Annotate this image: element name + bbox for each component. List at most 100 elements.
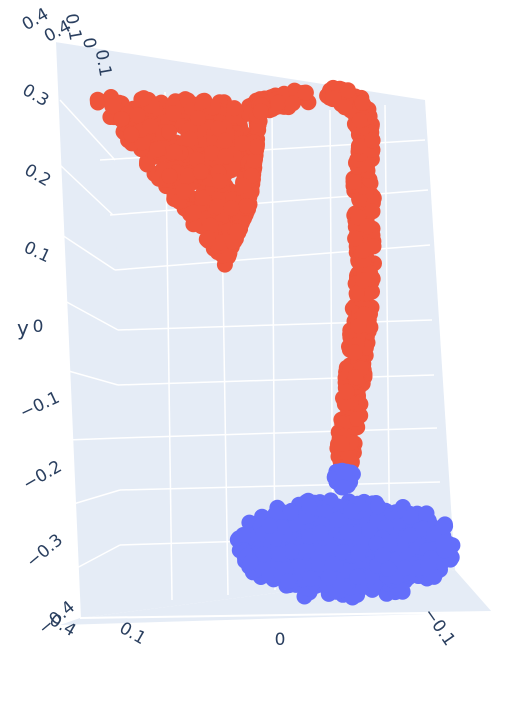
scatter-point xyxy=(217,148,234,165)
scatter-point xyxy=(317,504,334,521)
scatter-point xyxy=(226,100,243,117)
scatter-point xyxy=(364,203,381,220)
grid-line xyxy=(59,164,114,216)
scatter-point xyxy=(338,395,355,412)
scatter-point xyxy=(354,95,371,111)
scatter-point xyxy=(252,103,269,120)
scatter-point xyxy=(324,555,341,572)
scatter-point xyxy=(334,544,351,561)
scatter-point xyxy=(325,90,342,107)
scatter-point xyxy=(339,82,356,99)
scatter-point xyxy=(216,132,233,149)
scatter-point xyxy=(333,435,350,452)
scatter-point xyxy=(312,524,329,541)
scatter-point xyxy=(380,560,397,577)
scatter-point xyxy=(270,546,287,562)
scatter-point xyxy=(349,410,366,427)
scatter-point xyxy=(165,105,182,122)
top-tick-label: 0 xyxy=(78,36,100,50)
scatter-point xyxy=(166,143,183,160)
scatter-point xyxy=(359,218,376,235)
grid-line xyxy=(72,544,121,571)
scatter-point xyxy=(282,504,299,521)
scatter-point xyxy=(202,217,219,234)
scatter-point xyxy=(238,198,255,214)
scatter-point xyxy=(364,132,381,149)
scatter-point xyxy=(175,183,192,200)
scatter-point xyxy=(135,90,152,107)
scatter-point xyxy=(211,173,228,190)
scatter-point xyxy=(204,145,221,161)
top-tick-label: 0.1 xyxy=(61,12,85,42)
scatter-point xyxy=(261,517,278,534)
scatter-point xyxy=(302,570,319,587)
scatter-point xyxy=(381,534,398,551)
scatter-point xyxy=(212,234,229,251)
scatter-point xyxy=(320,569,337,586)
scatter-point xyxy=(347,369,364,386)
scatter-point xyxy=(418,505,435,522)
scatter-point xyxy=(338,383,355,400)
scatter-point xyxy=(261,567,278,584)
y-tick-label: 0.3 xyxy=(19,80,52,111)
scatter-point xyxy=(209,198,226,215)
scatter-point xyxy=(361,522,378,539)
scatter-point xyxy=(246,152,263,169)
scatter-point xyxy=(235,527,252,543)
scatter-point xyxy=(402,508,419,525)
scatter-point xyxy=(350,544,367,561)
y-tick-label: −0.1 xyxy=(17,388,63,424)
bottom-tick-label: 0 xyxy=(275,630,286,650)
scatter-point xyxy=(334,479,351,496)
scatter-point xyxy=(223,200,240,217)
scatter-point xyxy=(435,534,452,551)
left-wall xyxy=(55,42,120,618)
scatter-point xyxy=(189,110,206,126)
scatter-point xyxy=(284,95,301,112)
y-tick-label: 0 xyxy=(33,317,44,337)
scatter-point xyxy=(270,94,287,111)
grid-line xyxy=(119,427,438,439)
scatter-point xyxy=(229,223,245,240)
scatter-point xyxy=(242,554,259,571)
scatter-point xyxy=(234,135,251,152)
scatter-point xyxy=(402,527,418,543)
scatter-point xyxy=(142,118,159,135)
axis-edge xyxy=(79,611,493,619)
scatter-point xyxy=(290,558,307,575)
scatter-point xyxy=(149,141,166,158)
scatter-point xyxy=(161,124,177,140)
scatter-point xyxy=(351,191,368,208)
scatter-point xyxy=(347,230,364,247)
grid-line xyxy=(69,489,121,506)
scatter-point xyxy=(351,112,368,129)
scatter-point xyxy=(189,151,205,168)
y-tick-label: −0.3 xyxy=(23,530,67,572)
scatter-point xyxy=(89,91,106,108)
scatter-point xyxy=(343,503,360,520)
axis-edge xyxy=(54,41,81,619)
scatter-point xyxy=(283,543,299,560)
scatter-point xyxy=(182,130,198,147)
scatter-point xyxy=(354,242,371,259)
scatter-point xyxy=(374,547,391,564)
scatter-point xyxy=(192,163,209,180)
scatter-point xyxy=(339,524,356,541)
y-tick-label: 0.1 xyxy=(21,238,54,268)
grid-line xyxy=(64,369,119,386)
grid-line xyxy=(61,234,116,271)
scatter-point xyxy=(113,111,130,127)
top-tick-label: 0.1 xyxy=(91,48,115,78)
scatter-point xyxy=(255,546,272,563)
y-tick-label: 0.2 xyxy=(21,160,54,191)
y-axis-title: y xyxy=(17,316,29,340)
y-tick-label: −0.2 xyxy=(20,457,66,495)
scatter-point xyxy=(301,498,318,515)
scatter-point xyxy=(345,173,362,190)
scatter-point xyxy=(346,344,363,361)
scatter-point xyxy=(349,568,366,585)
scatter-point xyxy=(180,167,197,184)
scatter-point xyxy=(356,306,372,323)
scatter-point xyxy=(336,466,353,483)
scatter-point xyxy=(248,138,265,155)
